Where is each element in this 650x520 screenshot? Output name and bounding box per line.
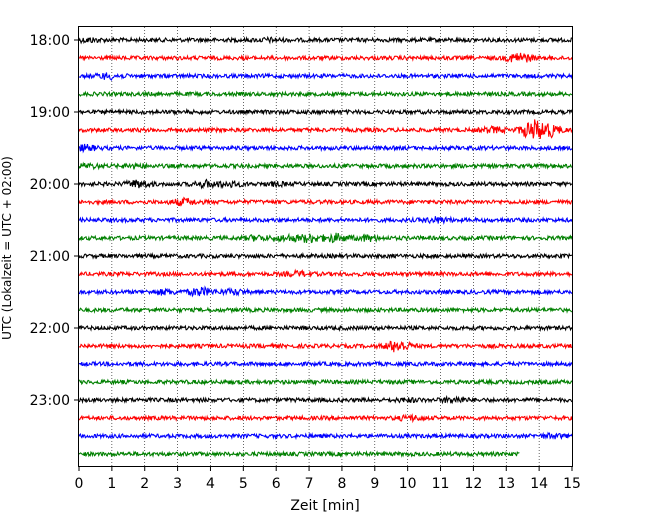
x-tick-label: 5: [239, 476, 248, 492]
x-tick-label: 4: [206, 476, 215, 492]
trace-1915: [78, 119, 573, 139]
trace-2030: [78, 215, 573, 225]
y-tick-label: 19:00: [30, 105, 70, 121]
trace-1830: [78, 71, 573, 81]
trace-1800: [78, 35, 573, 45]
x-axis-label: Zeit [min]: [290, 498, 359, 514]
x-tick-label: 1: [107, 476, 116, 492]
trace-2215: [78, 340, 573, 353]
trace-2200: [78, 323, 573, 333]
x-tick-label: 10: [399, 476, 417, 492]
trace-1845: [78, 89, 573, 98]
trace-2130: [78, 285, 573, 298]
y-tick-label: 18:00: [30, 33, 70, 49]
x-tick-label: 9: [370, 476, 379, 492]
y-tick-label: 23:00: [30, 393, 70, 409]
grid-lines: [111, 27, 540, 466]
trace-2245: [78, 377, 573, 387]
trace-2315: [78, 413, 573, 424]
trace-2115: [78, 268, 573, 278]
x-tick-label: 6: [272, 476, 281, 492]
trace-2145: [78, 306, 573, 315]
x-tick-label: 7: [305, 476, 314, 492]
trace-2015: [78, 196, 573, 207]
y-axis-ticks: 18:00 19:00 20:00 21:00 22:00 23:00: [30, 33, 79, 409]
y-tick-label: 21:00: [30, 249, 70, 265]
x-tick-label: 3: [173, 476, 182, 492]
trace-1900: [78, 107, 573, 116]
y-tick-label: 20:00: [30, 177, 70, 193]
x-tick-label: 12: [464, 476, 482, 492]
trace-1945: [78, 161, 573, 171]
trace-2345: [78, 450, 520, 459]
x-tick-label: 15: [563, 476, 581, 492]
x-tick-label: 0: [75, 476, 84, 492]
trace-1815: [78, 52, 573, 63]
x-tick-label: 14: [530, 476, 548, 492]
seismic-traces: [78, 35, 573, 459]
trace-2300: [78, 394, 573, 405]
trace-2100: [78, 251, 573, 260]
x-tick-label: 8: [337, 476, 346, 492]
x-tick-label: 2: [140, 476, 149, 492]
trace-2230: [78, 359, 573, 368]
trace-2000: [78, 178, 573, 190]
x-tick-label: 11: [432, 476, 450, 492]
y-axis-label: UTC (Lokalzeit = UTC + 02:00): [0, 156, 14, 340]
x-tick-label: 13: [497, 476, 515, 492]
trace-1930: [78, 143, 573, 154]
y-tick-label: 22:00: [30, 321, 70, 337]
plot-frame: [78, 26, 573, 467]
trace-2045: [78, 232, 573, 244]
trace-2330: [78, 431, 573, 441]
x-axis-ticks: 0 1 2 3 4 5 6 7 8 9 10 11 12 13 14 15: [75, 466, 581, 492]
